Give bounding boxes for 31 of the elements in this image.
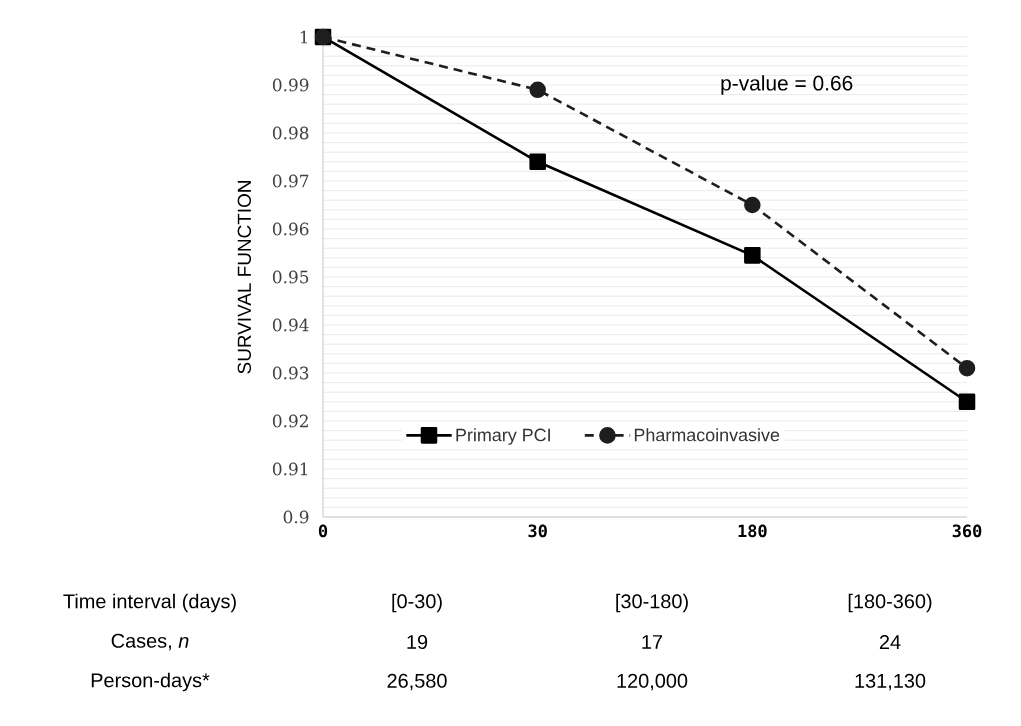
- x-tick-label: 180: [738, 524, 767, 538]
- y-tick-label: 0.91: [272, 462, 308, 476]
- text: [180-360): [848, 593, 932, 613]
- text: 19: [407, 634, 428, 650]
- y-axis-title: SURVIVAL FUNCTION: [237, 181, 252, 374]
- y-tick-label: 0.98: [272, 126, 309, 140]
- text: Time interval (days): [63, 593, 236, 613]
- annotation: p-value = 0.66: [721, 75, 853, 95]
- text: Person-days*: [91, 672, 210, 692]
- legend-label: Pharmacoinvasive: [634, 428, 780, 442]
- y-tick-label: 0.95: [272, 270, 309, 284]
- x-tick-label: 0: [318, 524, 328, 538]
- y-tick-label: 0.93: [272, 366, 309, 380]
- y-tick-label: 0.92: [272, 414, 308, 428]
- text: 120,000: [617, 673, 688, 691]
- y-tick-label: 1: [300, 30, 308, 44]
- y-tick-label: 0.9: [283, 510, 309, 524]
- y-tick-label: 0.96: [272, 222, 309, 236]
- y-tick-label: 0.99: [272, 78, 309, 92]
- text: 24: [879, 635, 901, 649]
- text: 131,130: [855, 673, 926, 691]
- text: 17: [642, 635, 663, 649]
- y-tick-label: 0.97: [272, 174, 309, 188]
- text: [30-180): [616, 593, 688, 613]
- text: [0-30): [392, 593, 442, 613]
- y-tick-label: 0.94: [272, 318, 309, 332]
- text: 26,580: [387, 673, 447, 691]
- text: Cases, n: [111, 633, 189, 651]
- x-tick-label: 360: [952, 524, 982, 538]
- legend-label: Primary PCI: [456, 428, 550, 445]
- x-tick-label: 30: [528, 524, 547, 538]
